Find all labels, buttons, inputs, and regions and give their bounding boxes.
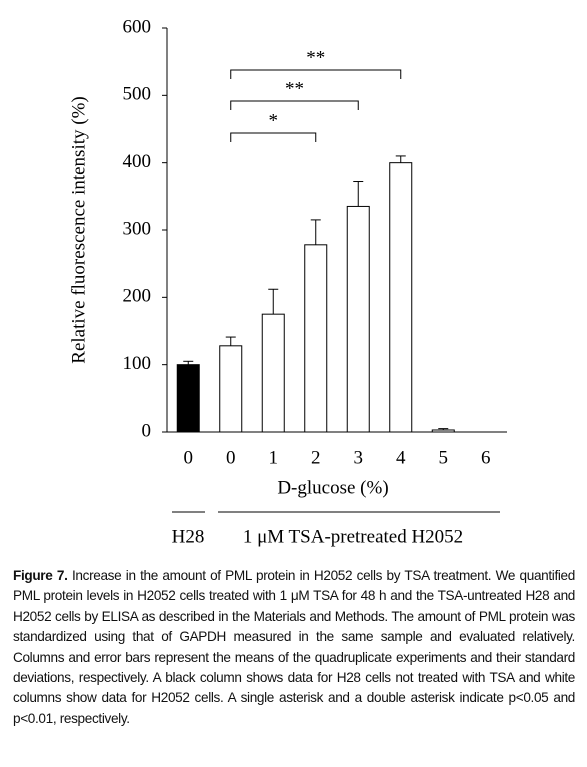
significance-bracket [230,100,359,110]
x-tick-label: 6 [481,447,491,468]
x-tick-label: 1 [269,447,279,468]
group-label: H28 [172,526,205,547]
x-tick-label: 0 [226,447,236,468]
bar [219,345,243,433]
significance-label: ** [285,78,304,99]
caption-label: Figure 7. [13,568,68,583]
group-label: 1 μM TSA-pretreated H2052 [243,526,463,547]
y-tick-label: 0 [142,420,152,441]
bar [304,244,328,433]
y-tick-label: 500 [123,84,152,105]
bar [346,205,370,433]
y-tick-label: 200 [123,286,152,307]
y-tick-label: 100 [123,353,152,374]
bar [389,162,413,433]
x-tick-label: 3 [354,447,364,468]
y-tick-label: 400 [123,151,152,172]
y-tick-label: 600 [123,16,152,37]
caption: Figure 7. Increase in the amount of PML … [13,566,575,729]
y-axis-label: Relative fluorescence intensity (%) [68,96,89,363]
significance-bracket [230,69,402,79]
significance-label: * [269,110,279,131]
chart: Relative fluorescence intensity (%) D-gl… [68,16,507,547]
significance-label: ** [306,47,325,68]
x-tick-label: 2 [311,447,321,468]
bar [176,364,200,433]
x-tick-label: 5 [439,447,449,468]
significance-bracket [230,132,317,142]
x-tick-label: 4 [396,447,406,468]
bar [261,313,285,433]
bar [431,429,455,433]
caption-text: Increase in the amount of PML protein in… [13,568,575,726]
x-axis-label: D-glucose (%) [277,477,388,498]
y-tick-label: 300 [123,218,152,239]
x-tick-label: 0 [184,447,194,468]
